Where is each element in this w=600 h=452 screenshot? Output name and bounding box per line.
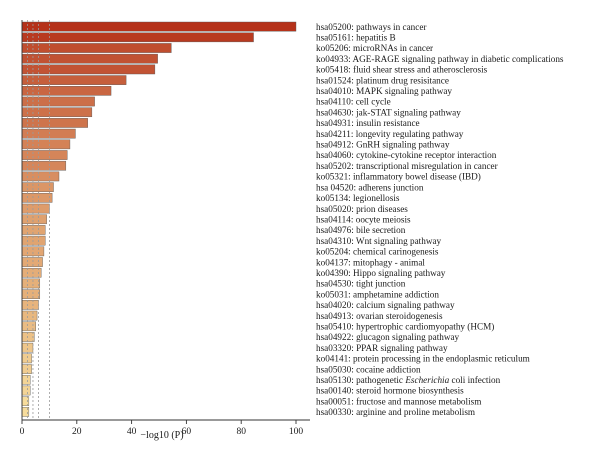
bar: [21, 364, 32, 374]
category-label: ko04390: Hippo signaling pathway: [316, 268, 446, 278]
category-label: hsa05161: hepatitis B: [316, 33, 396, 43]
bar: [21, 21, 297, 32]
category-label: hsa04912: GnRH signaling pathway: [316, 140, 450, 150]
category-label: ko04141: protein processing in the endop…: [316, 354, 530, 364]
bar: [21, 160, 67, 171]
x-tick-label: 20: [72, 427, 82, 437]
category-label: ko05134: legionellosis: [316, 193, 400, 203]
category-label: hsa00330: arginine and proline metabolis…: [316, 407, 475, 417]
bar: [21, 235, 46, 246]
category-label: hsa03320: PPAR signaling pathway: [316, 343, 448, 353]
category-label: hsa04630: jak-STAT signaling pathway: [316, 107, 461, 117]
bar: [21, 64, 156, 75]
bar: [21, 203, 50, 214]
category-label: hsa04976: bile secretion: [316, 225, 406, 235]
bar: [21, 225, 46, 235]
bar: [21, 332, 35, 342]
bar: [21, 53, 158, 64]
category-label: hsa04114: oocyte meiosis: [316, 214, 411, 224]
bar: [21, 353, 32, 364]
category-label: hsa04020: calcium signaling pathway: [316, 300, 455, 310]
category-label: hsa04931: insulin resistance: [316, 118, 420, 128]
x-tick-label: 100: [289, 427, 304, 437]
category-label: hsa05030: cocaine addiction: [316, 364, 421, 374]
category-label: hsa04060: cytokine-cytokine receptor int…: [316, 150, 497, 160]
category-label: hsa04530: tight junction: [316, 279, 406, 289]
bar: [21, 86, 112, 96]
category-label: ko05418: fluid shear stress and atherosc…: [316, 65, 488, 75]
bar: [21, 300, 39, 310]
bar: [21, 385, 31, 396]
bar: [21, 150, 68, 160]
bar: [21, 75, 127, 85]
bar: [21, 128, 76, 139]
x-tick-label: 60: [182, 427, 192, 437]
x-tick-label: 40: [127, 427, 137, 437]
category-label: ko04933: AGE-RAGE signaling pathway in d…: [316, 54, 564, 64]
bar: [21, 310, 38, 321]
x-axis: 0 20 40 60 80 100: [20, 20, 310, 437]
category-label: hsa04010: MAPK signaling pathway: [316, 86, 452, 96]
x-axis-title: −log10 (P): [140, 430, 183, 441]
category-label: hsa00051: fructose and mannose metabolis…: [316, 396, 481, 406]
bar: [21, 257, 43, 267]
bar: [21, 182, 54, 192]
category-label: hsa05410: hypertrophic cardiomyopathy (H…: [316, 321, 494, 331]
category-label: hsa00140: steroid hormone biosynthesis: [316, 386, 464, 396]
category-label: hsa05130: pathogenetic Escherichia coli …: [316, 375, 501, 385]
x-tick-label: 80: [236, 427, 246, 437]
category-label: ko05031: amphetamine addiction: [316, 289, 439, 299]
bar: [21, 278, 41, 289]
category-label: hsa05020: prion diseases: [316, 204, 408, 214]
bar: [21, 107, 93, 118]
threshold-lines: [27, 20, 50, 420]
category-label: hsa05202: transcriptional misregulation …: [316, 161, 498, 171]
category-label: hsa04913: ovarian steroidogenesis: [316, 311, 443, 321]
category-label: hsa01524: platinum drug resisitance: [316, 75, 449, 85]
bars-layer: [21, 21, 297, 417]
bar: [21, 32, 254, 43]
category-label: hsa04922: glucagon signaling pathway: [316, 332, 460, 342]
category-label: ko05206: microRNAs in cancer: [316, 43, 433, 53]
category-label: ko05204: chemical carinogenesis: [316, 247, 439, 257]
category-label: hsa05200: pathways in cancer: [316, 22, 426, 32]
bar: [21, 193, 53, 203]
bar: [21, 118, 88, 128]
bar: [21, 214, 47, 225]
category-label: hsa04110: cell cycle: [316, 97, 391, 107]
category-label: hsa04211: longevity regulating pathway: [316, 129, 464, 139]
category-label: ko05321: inflammatory bowel disease (IBD…: [316, 172, 481, 182]
bar: [21, 289, 41, 299]
category-label: ko04137: mitophagy - animal: [316, 257, 425, 267]
bar: [21, 374, 31, 385]
category-label: hsa 04520: adherens junction: [316, 182, 424, 192]
x-tick-label: 0: [20, 427, 25, 437]
bar: [21, 139, 71, 150]
bar: [21, 43, 172, 53]
category-label: hsa04310: Wnt signaling pathway: [316, 236, 442, 246]
bar: [21, 321, 36, 332]
